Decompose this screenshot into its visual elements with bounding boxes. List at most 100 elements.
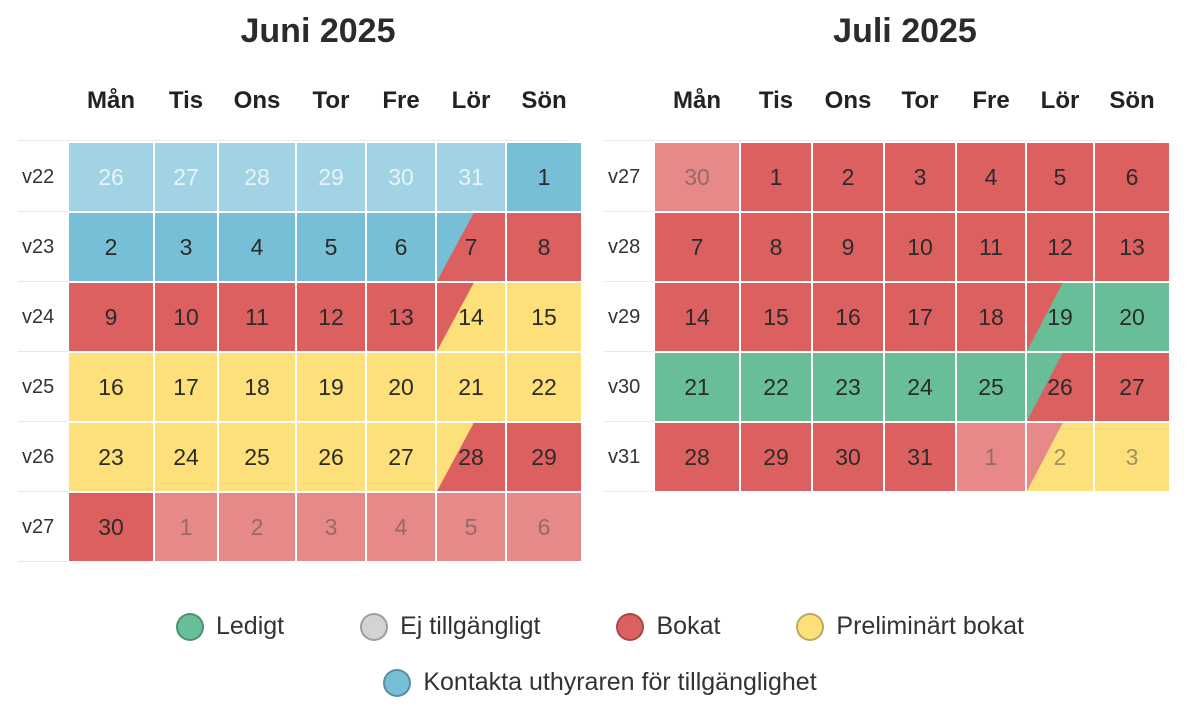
calendar-day-cell[interactable]: 13 <box>366 282 436 352</box>
status-dot-icon <box>616 612 645 641</box>
calendar-day-cell[interactable]: 2 <box>812 142 884 212</box>
calendar-day-cell[interactable]: 20 <box>1094 282 1170 352</box>
calendar-day-cell[interactable]: 4 <box>956 142 1026 212</box>
week-row: v26 23 24 25 26 27 28 29 <box>18 422 582 492</box>
calendar-day-cell[interactable]: 1 <box>956 422 1026 492</box>
calendar-day-cell[interactable]: 14 <box>654 282 740 352</box>
calendar-day-cell[interactable]: 3 <box>1094 422 1170 492</box>
calendar-day-cell[interactable]: 4 <box>218 212 296 282</box>
calendar-day-cell[interactable]: 15 <box>740 282 812 352</box>
day-number: 21 <box>458 374 484 400</box>
day-number: 13 <box>388 304 414 330</box>
calendar-day-cell[interactable]: 30 <box>68 492 154 562</box>
calendar-day-cell[interactable]: 22 <box>740 352 812 422</box>
status-dot-icon <box>176 612 204 641</box>
day-number: 30 <box>684 164 710 190</box>
calendar-day-cell[interactable]: 16 <box>812 282 884 352</box>
calendar-day-cell[interactable]: 3 <box>884 142 956 212</box>
calendar-day-cell[interactable]: 17 <box>154 352 218 422</box>
calendar-day-cell[interactable]: 8 <box>740 212 812 282</box>
calendar-day-cell[interactable]: 1 <box>740 142 812 212</box>
calendar-day-cell[interactable]: 28 <box>218 142 296 212</box>
calendar-day-cell[interactable]: 24 <box>154 422 218 492</box>
calendar-day-cell[interactable]: 11 <box>956 212 1026 282</box>
calendar-day-cell[interactable]: 6 <box>506 492 582 562</box>
day-number: 4 <box>250 234 264 260</box>
calendar-day-cell[interactable]: 30 <box>366 142 436 212</box>
calendar-day-cell[interactable]: 26 <box>1026 352 1094 422</box>
legend-item: Ej tillgängligt <box>360 612 540 641</box>
calendar-day-cell[interactable]: 29 <box>296 142 366 212</box>
day-number: 30 <box>98 514 124 540</box>
calendar-day-cell[interactable]: 9 <box>68 282 154 352</box>
calendar-day-cell[interactable]: 18 <box>956 282 1026 352</box>
calendar-day-cell[interactable]: 23 <box>68 422 154 492</box>
calendar-day-cell[interactable]: 19 <box>296 352 366 422</box>
calendar-day-cell[interactable]: 22 <box>506 352 582 422</box>
calendar-day-cell[interactable]: 7 <box>436 212 506 282</box>
calendar-day-cell[interactable]: 2 <box>218 492 296 562</box>
calendar-day-cell[interactable]: 6 <box>1094 142 1170 212</box>
calendar-day-cell[interactable]: 19 <box>1026 282 1094 352</box>
calendar-day-cell[interactable]: 1 <box>154 492 218 562</box>
calendar-day-cell[interactable]: 16 <box>68 352 154 422</box>
calendar-day-cell[interactable]: 15 <box>506 282 582 352</box>
calendar-day-cell[interactable]: 30 <box>812 422 884 492</box>
calendar-day-cell[interactable]: 27 <box>154 142 218 212</box>
day-number: 23 <box>98 444 124 470</box>
calendar-day-cell[interactable]: 26 <box>296 422 366 492</box>
calendar-day-cell[interactable]: 27 <box>1094 352 1170 422</box>
calendar-day-cell[interactable]: 1 <box>506 142 582 212</box>
calendar-day-cell[interactable]: 26 <box>68 142 154 212</box>
calendar-day-cell[interactable]: 3 <box>296 492 366 562</box>
calendar-day-cell[interactable]: 9 <box>812 212 884 282</box>
calendar-day-cell[interactable]: 3 <box>154 212 218 282</box>
day-number: 28 <box>244 164 270 190</box>
half-day-split <box>1027 283 1093 351</box>
calendar-day-cell[interactable]: 7 <box>654 212 740 282</box>
day-number: 29 <box>531 444 557 470</box>
calendar-day-cell[interactable]: 10 <box>154 282 218 352</box>
calendar-day-cell[interactable]: 14 <box>436 282 506 352</box>
calendar-day-cell[interactable]: 12 <box>1026 212 1094 282</box>
week-row: v31 28 29 30 31 1 2 3 <box>604 422 1170 492</box>
status-dot-icon <box>360 612 389 641</box>
calendar-day-cell[interactable]: 4 <box>366 492 436 562</box>
calendar-day-cell[interactable]: 31 <box>884 422 956 492</box>
calendar-day-cell[interactable]: 28 <box>436 422 506 492</box>
legend-label: Kontakta uthyraren för tillgänglighet <box>423 668 817 696</box>
calendar-day-cell[interactable]: 10 <box>884 212 956 282</box>
calendar-day-cell[interactable]: 29 <box>506 422 582 492</box>
calendar-day-cell[interactable]: 29 <box>740 422 812 492</box>
calendar-day-cell[interactable]: 23 <box>812 352 884 422</box>
calendar-day-cell[interactable]: 5 <box>296 212 366 282</box>
day-number: 8 <box>769 234 783 260</box>
calendar-day-cell[interactable]: 18 <box>218 352 296 422</box>
calendar-day-cell[interactable]: 31 <box>436 142 506 212</box>
calendar-day-cell[interactable]: 30 <box>654 142 740 212</box>
calendar-day-cell[interactable]: 27 <box>366 422 436 492</box>
calendar-day-cell[interactable]: 2 <box>68 212 154 282</box>
calendar-day-cell[interactable]: 8 <box>506 212 582 282</box>
calendar-day-cell[interactable]: 11 <box>218 282 296 352</box>
calendar-day-cell[interactable]: 21 <box>654 352 740 422</box>
calendar-day-cell[interactable]: 17 <box>884 282 956 352</box>
calendar-day-cell[interactable]: 21 <box>436 352 506 422</box>
day-number: 4 <box>984 164 998 190</box>
day-number: 2 <box>841 164 855 190</box>
calendar-day-cell[interactable]: 6 <box>366 212 436 282</box>
calendar-day-cell[interactable]: 20 <box>366 352 436 422</box>
calendar-day-cell[interactable]: 25 <box>218 422 296 492</box>
day-number: 16 <box>835 304 861 330</box>
calendar-day-cell[interactable]: 13 <box>1094 212 1170 282</box>
calendar-day-cell[interactable]: 12 <box>296 282 366 352</box>
calendar-day-cell[interactable]: 28 <box>654 422 740 492</box>
half-day-split <box>437 213 505 281</box>
week-number: v27 <box>604 142 654 212</box>
calendar-day-cell[interactable]: 25 <box>956 352 1026 422</box>
calendar-day-cell[interactable]: 5 <box>1026 142 1094 212</box>
calendar-day-cell[interactable]: 5 <box>436 492 506 562</box>
calendar-day-cell[interactable]: 2 <box>1026 422 1094 492</box>
day-number: 12 <box>318 304 344 330</box>
calendar-day-cell[interactable]: 24 <box>884 352 956 422</box>
